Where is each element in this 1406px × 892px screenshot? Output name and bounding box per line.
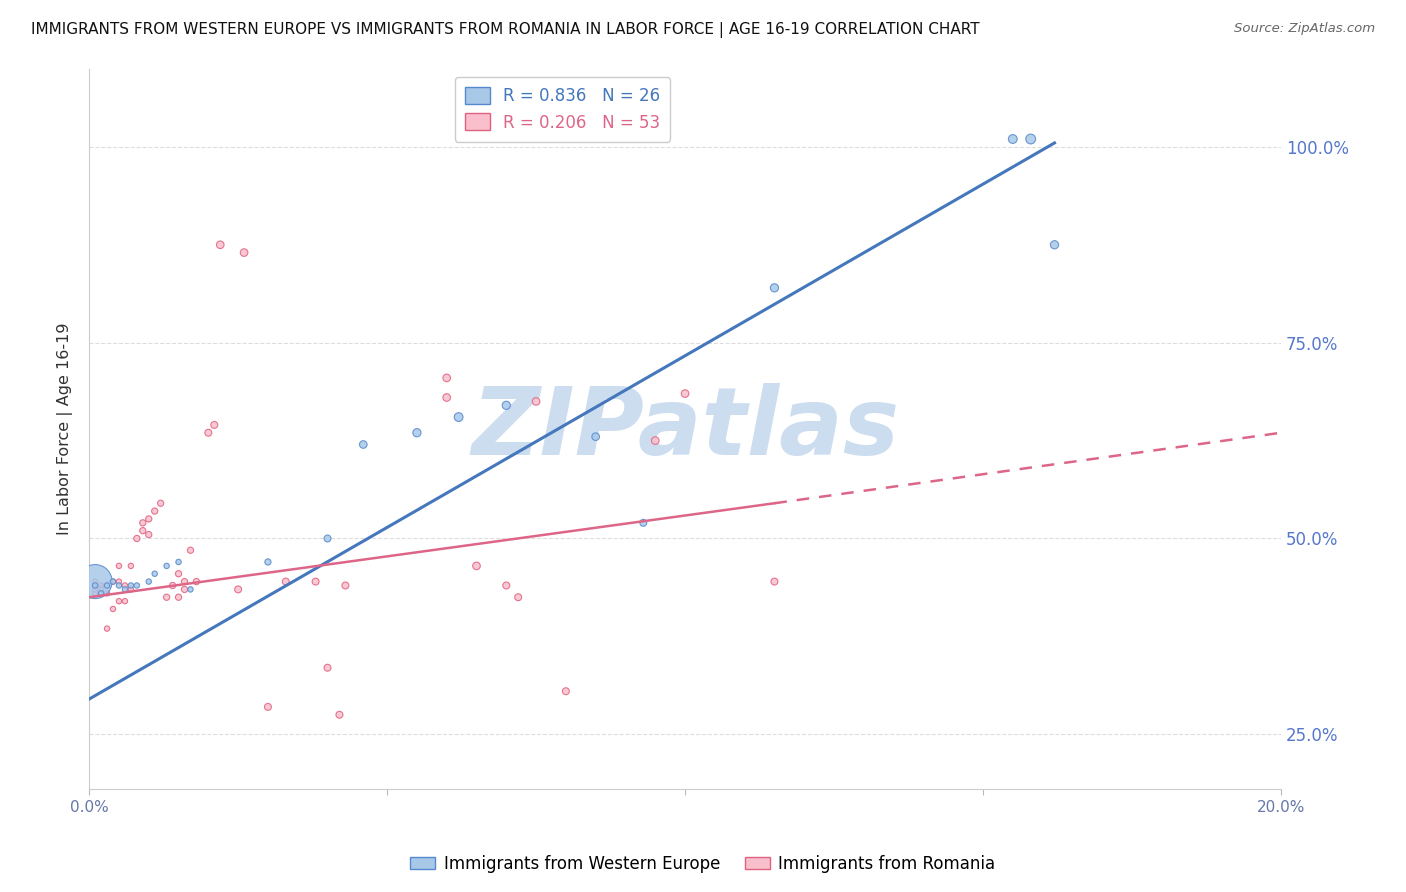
Point <box>90 586 112 600</box>
Point <box>114 582 136 597</box>
Text: IMMIGRANTS FROM WESTERN EUROPE VS IMMIGRANTS FROM ROMANIA IN LABOR FORCE | AGE 1: IMMIGRANTS FROM WESTERN EUROPE VS IMMIGR… <box>31 22 980 38</box>
Point <box>108 574 131 589</box>
Point <box>257 699 280 714</box>
Point <box>132 524 155 538</box>
Point <box>167 591 190 605</box>
Point <box>120 578 142 592</box>
Point <box>197 425 219 440</box>
Point <box>167 555 190 569</box>
Point <box>226 582 249 597</box>
Point <box>84 574 107 589</box>
Point <box>436 391 458 405</box>
Point <box>96 578 118 592</box>
Text: ZIPatlas: ZIPatlas <box>471 383 898 475</box>
Point <box>673 386 696 401</box>
Point <box>335 578 357 592</box>
Point <box>633 516 655 530</box>
Point <box>406 425 429 440</box>
Point <box>96 622 118 636</box>
Point <box>108 594 131 608</box>
Point <box>352 437 374 451</box>
Legend: Immigrants from Western Europe, Immigrants from Romania: Immigrants from Western Europe, Immigran… <box>404 848 1002 880</box>
Point <box>202 417 225 432</box>
Point <box>173 574 195 589</box>
Point <box>585 430 607 444</box>
Point <box>84 578 107 592</box>
Point <box>84 582 107 597</box>
Point <box>101 574 124 589</box>
Point <box>125 532 148 546</box>
Point <box>1001 132 1024 146</box>
Point <box>763 281 786 295</box>
Point <box>138 527 160 541</box>
Point <box>84 574 107 589</box>
Point <box>149 496 172 510</box>
Point <box>84 586 107 600</box>
Legend: R = 0.836   N = 26, R = 0.206   N = 53: R = 0.836 N = 26, R = 0.206 N = 53 <box>456 77 671 142</box>
Y-axis label: In Labor Force | Age 16-19: In Labor Force | Age 16-19 <box>58 323 73 535</box>
Point <box>554 684 576 698</box>
Point <box>96 586 118 600</box>
Point <box>209 237 232 252</box>
Point <box>179 582 201 597</box>
Point <box>108 578 131 592</box>
Point <box>316 532 339 546</box>
Point <box>465 558 488 573</box>
Point <box>644 434 666 448</box>
Point <box>233 245 256 260</box>
Point <box>436 371 458 385</box>
Point <box>186 574 208 589</box>
Text: Source: ZipAtlas.com: Source: ZipAtlas.com <box>1234 22 1375 36</box>
Point <box>114 578 136 592</box>
Point <box>138 512 160 526</box>
Point <box>179 543 201 558</box>
Point <box>167 566 190 581</box>
Point <box>132 516 155 530</box>
Point <box>156 591 179 605</box>
Point <box>120 558 142 573</box>
Point <box>1019 132 1042 146</box>
Point <box>316 661 339 675</box>
Point <box>1043 237 1066 252</box>
Point <box>143 566 166 581</box>
Point <box>162 578 184 592</box>
Point <box>90 578 112 592</box>
Point <box>101 574 124 589</box>
Point <box>495 398 517 412</box>
Point <box>101 602 124 616</box>
Point <box>304 574 326 589</box>
Point <box>447 410 470 425</box>
Point <box>274 574 297 589</box>
Point <box>508 591 530 605</box>
Point <box>495 578 517 592</box>
Point <box>257 555 280 569</box>
Point <box>108 558 131 573</box>
Point <box>524 394 547 409</box>
Point <box>156 558 179 573</box>
Point <box>90 582 112 597</box>
Point <box>120 582 142 597</box>
Point <box>138 574 160 589</box>
Point <box>328 707 350 722</box>
Point <box>173 582 195 597</box>
Point <box>96 578 118 592</box>
Point <box>125 578 148 592</box>
Point <box>763 574 786 589</box>
Point <box>143 504 166 518</box>
Point <box>114 594 136 608</box>
